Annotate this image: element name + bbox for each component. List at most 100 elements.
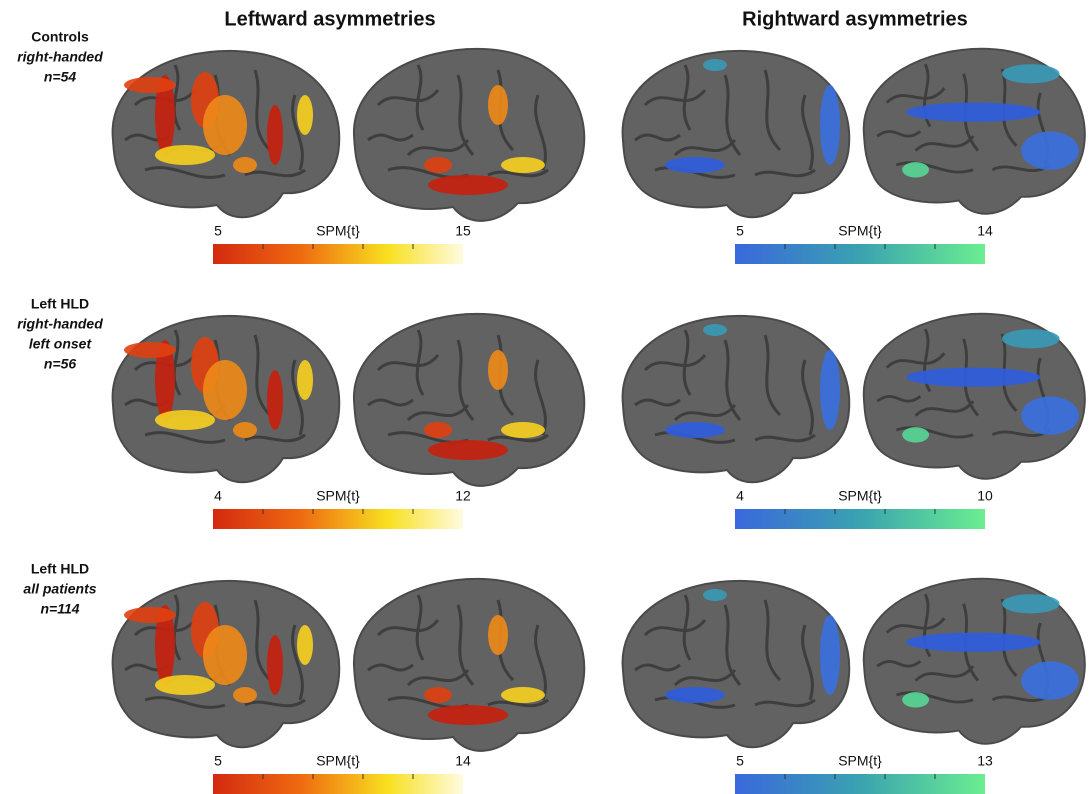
activation: [424, 422, 452, 438]
cortex: [623, 316, 850, 482]
activation: [297, 625, 313, 665]
brain-image: [354, 314, 584, 486]
activation: [1021, 131, 1079, 169]
group-subtitle: right-handed: [17, 49, 103, 65]
scale-max: 14: [455, 753, 471, 769]
colorbar: [213, 774, 463, 794]
activation: [820, 350, 840, 430]
scale-label: SPM{t}: [838, 488, 882, 504]
activation: [501, 157, 545, 173]
brain-image: [623, 581, 850, 747]
activation: [155, 410, 215, 430]
brain-image: [864, 579, 1085, 744]
activation: [428, 175, 508, 195]
scale-max: 10: [977, 488, 993, 504]
activation: [124, 77, 176, 93]
brain-image: [623, 51, 850, 217]
activation: [703, 589, 727, 601]
cortex: [623, 51, 850, 217]
activation: [124, 607, 176, 623]
colorbar: [213, 244, 463, 264]
scale-label: SPM{t}: [316, 488, 360, 504]
activation: [424, 157, 452, 173]
group-subtitle: all patients: [23, 581, 96, 597]
scale-label: SPM{t}: [316, 223, 360, 239]
scale-label: SPM{t}: [838, 223, 882, 239]
colorbar: [735, 244, 985, 264]
activation: [297, 95, 313, 135]
activation: [203, 95, 247, 155]
activation: [155, 145, 215, 165]
column-title: Leftward asymmetries: [224, 8, 435, 30]
activation: [902, 427, 929, 442]
activation: [665, 157, 725, 173]
brain-image: [113, 581, 340, 747]
cortex: [623, 581, 850, 747]
activation: [665, 687, 725, 703]
activation: [428, 705, 508, 725]
scale-min: 5: [736, 753, 744, 769]
activation: [820, 85, 840, 165]
brain-image: [864, 314, 1085, 479]
brain-image: [113, 51, 340, 217]
activation: [906, 103, 1040, 122]
activation: [1002, 64, 1060, 83]
activation: [488, 85, 508, 125]
activation: [902, 162, 929, 177]
colorbar: [213, 509, 463, 529]
scale-max: 15: [455, 223, 471, 239]
colorbar: [735, 774, 985, 794]
activation: [820, 615, 840, 695]
cortex: [354, 579, 584, 751]
column-title: Rightward asymmetries: [742, 8, 968, 30]
group-subtitle: left onset: [29, 336, 93, 352]
activation: [665, 422, 725, 438]
group-label: Left HLD: [31, 296, 89, 312]
activation: [703, 59, 727, 71]
activation: [906, 368, 1040, 387]
cortex: [354, 49, 584, 221]
activation: [906, 633, 1040, 652]
activation: [124, 342, 176, 358]
scale-min: 5: [736, 223, 744, 239]
brain-image: [113, 316, 340, 482]
activation: [203, 625, 247, 685]
activation: [488, 615, 508, 655]
group-n: n=54: [44, 69, 77, 85]
activation: [1002, 329, 1060, 348]
scale-min: 4: [736, 488, 744, 504]
activation: [1021, 661, 1079, 699]
activation: [297, 360, 313, 400]
brain-image: [354, 579, 584, 751]
group-n: n=114: [40, 601, 79, 617]
scale-min: 4: [214, 488, 222, 504]
activation: [501, 687, 545, 703]
activation: [233, 157, 257, 173]
activation: [902, 692, 929, 707]
activation: [488, 350, 508, 390]
activation: [203, 360, 247, 420]
activation: [155, 675, 215, 695]
activation: [703, 324, 727, 336]
activation: [501, 422, 545, 438]
activation: [1021, 396, 1079, 434]
group-subtitle: right-handed: [17, 316, 103, 332]
activation: [267, 635, 283, 695]
scale-label: SPM{t}: [316, 753, 360, 769]
group-label: Controls: [31, 29, 89, 45]
group-n: n=56: [44, 356, 77, 372]
activation: [267, 370, 283, 430]
scale-min: 5: [214, 223, 222, 239]
activation: [428, 440, 508, 460]
figure: Leftward asymmetries Rightward asymmetri…: [0, 0, 1089, 794]
group-label: Left HLD: [31, 561, 89, 577]
scale-min: 5: [214, 753, 222, 769]
activation: [1002, 594, 1060, 613]
activation: [233, 687, 257, 703]
scale-label: SPM{t}: [838, 753, 882, 769]
scale-max: 13: [977, 753, 993, 769]
activation: [424, 687, 452, 703]
activation: [233, 422, 257, 438]
brain-image: [623, 316, 850, 482]
scale-max: 12: [455, 488, 471, 504]
